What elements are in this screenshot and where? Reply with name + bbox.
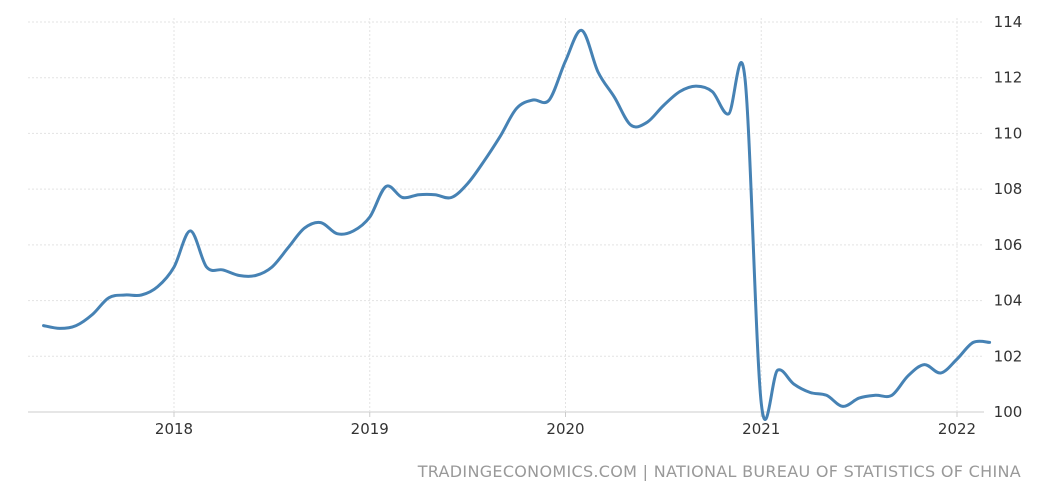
grid [28, 18, 984, 413]
y-tick-label: 106 [994, 236, 1023, 254]
y-tick-label: 110 [994, 124, 1023, 142]
y-tick-label: 104 [994, 292, 1023, 310]
y-tick-label: 102 [994, 347, 1023, 365]
source-label: TRADINGECONOMICS.COM | NATIONAL BUREAU O… [417, 462, 1021, 481]
x-tick-label: 2022 [938, 420, 976, 438]
y-tick-label: 108 [994, 180, 1023, 198]
x-axis: 2018 2019 2020 2021 2022 [155, 412, 976, 438]
y-tick-label: 114 [994, 13, 1023, 31]
y-tick-label: 112 [994, 69, 1023, 87]
y-tick-label: 100 [994, 403, 1023, 421]
y-axis: 100 102 104 106 108 110 112 114 [994, 13, 1023, 421]
x-tick-label: 2020 [546, 420, 584, 438]
x-tick-label: 2021 [742, 420, 780, 438]
x-tick-label: 2019 [351, 420, 389, 438]
series-line [42, 28, 992, 421]
x-tick-label: 2018 [155, 420, 193, 438]
